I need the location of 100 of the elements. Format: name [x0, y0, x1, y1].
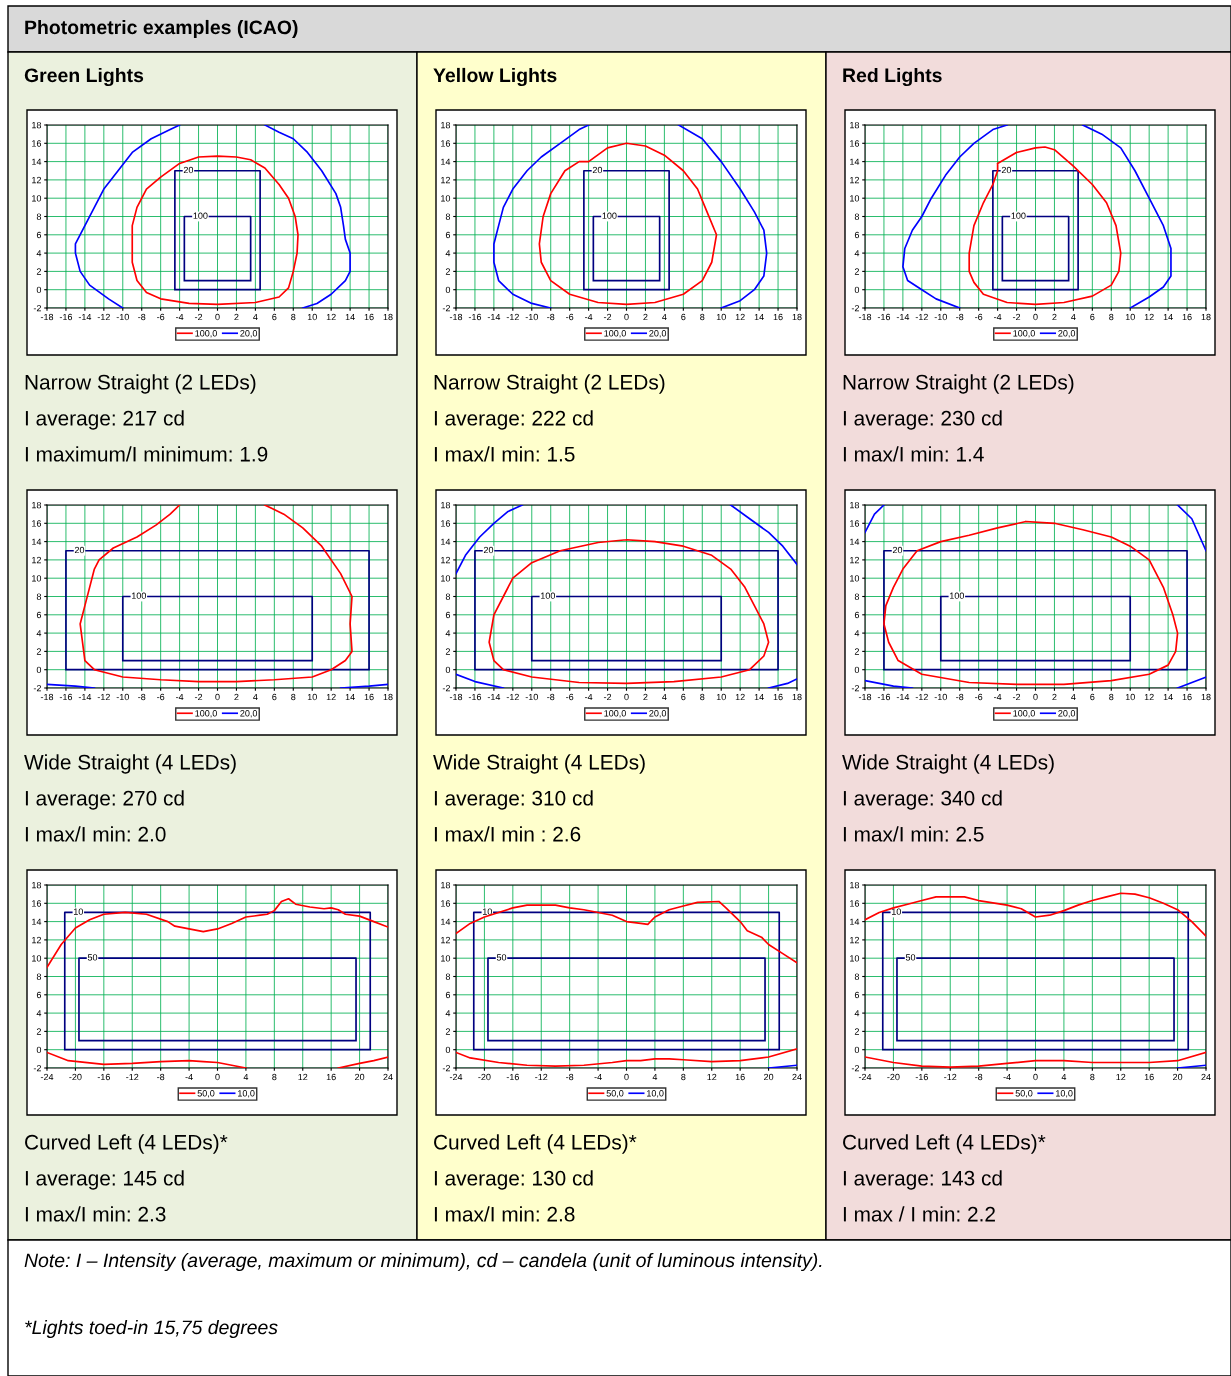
- x-tick-label: 10: [716, 313, 726, 321]
- x-tick-label: 6: [272, 693, 277, 701]
- x-tick-label: -8: [975, 1073, 983, 1081]
- x-tick-label: -2: [603, 693, 612, 701]
- y-tick-label: 18: [441, 501, 451, 509]
- legend-label: 10,0: [1056, 1090, 1073, 1098]
- y-tick-label: 0: [36, 286, 42, 294]
- y-tick-label: 14: [32, 158, 42, 165]
- y-tick-label: 18: [850, 501, 860, 509]
- x-tick-label: -16: [59, 693, 73, 701]
- x-tick-label: 0: [624, 693, 629, 701]
- x-tick-label: -18: [858, 693, 872, 701]
- x-tick-label: 8: [1090, 1073, 1095, 1081]
- text: Narrow Straight (2 LEDs): [434, 374, 665, 394]
- x-tick-label: 0: [1033, 693, 1038, 701]
- x-tick-label: 24: [383, 1073, 393, 1081]
- y-tick-label: 6: [445, 991, 451, 999]
- y-tick-label: 2: [36, 648, 41, 655]
- x-tick-label: 4: [662, 313, 667, 321]
- x-tick-label: -24: [858, 1073, 872, 1081]
- annotation: 20: [892, 546, 903, 554]
- y-tick-label: 0: [36, 666, 42, 674]
- text: Red Lights: [843, 67, 942, 87]
- text: I maximum/I minimum: 1.9: [25, 446, 268, 462]
- y-tick-label: 12: [32, 176, 41, 184]
- y-tick-label: 10: [850, 955, 860, 962]
- x-tick-label: 18: [792, 693, 802, 701]
- x-tick-label: -8: [157, 1073, 165, 1081]
- annotation: 20: [1001, 166, 1012, 174]
- y-tick-label: 4: [854, 630, 860, 637]
- y-tick-label: 2: [854, 648, 859, 655]
- x-tick-label: 20: [355, 1073, 365, 1081]
- legend-label: 20,0: [240, 710, 258, 718]
- text: Curved Left (4 LEDs)*: [434, 1134, 637, 1154]
- x-tick-label: 18: [383, 693, 393, 701]
- y-tick-label: 14: [441, 918, 451, 925]
- legend-label: 20,0: [649, 710, 667, 718]
- x-tick-label: 12: [298, 1073, 308, 1081]
- x-tick-label: -14: [896, 313, 910, 321]
- text: Curved Left (4 LEDs)*: [25, 1134, 228, 1154]
- x-tick-label: 16: [1182, 693, 1192, 701]
- x-tick-label: -2: [194, 313, 203, 321]
- x-tick-label: 14: [754, 313, 764, 321]
- text: I average: 270 cd: [25, 790, 184, 810]
- annotation: 100: [1011, 212, 1026, 219]
- x-tick-label: -12: [915, 693, 928, 701]
- text: I average: 340 cd: [843, 790, 1002, 810]
- x-tick-label: -4: [594, 1073, 602, 1081]
- y-tick-label: 2: [854, 1028, 859, 1035]
- x-tick-label: 12: [1144, 693, 1154, 701]
- x-tick-label: 18: [383, 313, 393, 321]
- y-tick-label: 8: [36, 593, 42, 600]
- annotation: 20: [592, 166, 603, 174]
- x-tick-label: 10: [307, 693, 317, 701]
- annotation: 20: [483, 546, 494, 554]
- text: Wide Straight (4 LEDs): [24, 754, 236, 774]
- y-tick-label: 0: [854, 286, 860, 294]
- y-tick-label: 8: [854, 593, 860, 600]
- x-tick-label: 16: [364, 693, 374, 701]
- x-tick-label: 8: [291, 313, 296, 321]
- x-tick-label: 2: [1052, 313, 1057, 321]
- y-tick-label: 16: [850, 900, 860, 907]
- y-tick-label: 2: [445, 268, 450, 275]
- y-tick-label: 12: [850, 176, 859, 184]
- text: Wide Straight (4 LEDs): [842, 754, 1054, 774]
- x-tick-label: -18: [449, 313, 463, 321]
- annotation: 100: [949, 592, 965, 599]
- x-tick-label: -4: [176, 693, 184, 701]
- x-tick-label: 2: [1052, 693, 1057, 701]
- x-tick-label: 18: [1201, 313, 1211, 321]
- y-tick-label: 4: [36, 1010, 42, 1017]
- x-tick-label: 16: [773, 313, 783, 321]
- y-tick-label: -2: [33, 684, 41, 692]
- x-tick-label: 18: [792, 313, 802, 321]
- text: Narrow Straight (2 LEDs): [843, 374, 1074, 394]
- x-tick-label: -12: [915, 313, 928, 321]
- x-tick-label: -4: [176, 313, 184, 321]
- x-tick-label: -8: [956, 693, 964, 701]
- x-tick-label: -18: [858, 313, 872, 321]
- x-tick-label: 4: [1071, 313, 1076, 321]
- x-tick-label: 4: [1071, 693, 1076, 701]
- legend-label: 10,0: [647, 1090, 664, 1098]
- y-tick-label: -2: [851, 304, 859, 312]
- x-tick-label: -2: [1012, 313, 1021, 321]
- x-tick-label: -24: [449, 1073, 463, 1081]
- y-tick-label: 2: [36, 1028, 41, 1035]
- y-tick-label: 14: [850, 918, 860, 925]
- y-tick-label: 16: [441, 520, 451, 527]
- x-tick-label: 16: [364, 313, 374, 321]
- y-tick-label: 0: [854, 1046, 860, 1054]
- x-tick-label: 8: [681, 1073, 686, 1081]
- y-tick-label: 8: [36, 973, 42, 980]
- y-tick-label: 16: [850, 520, 860, 527]
- x-tick-label: 8: [1109, 693, 1114, 701]
- x-tick-label: 16: [735, 1073, 745, 1081]
- x-tick-label: 12: [326, 693, 336, 701]
- y-tick-label: 4: [854, 250, 860, 257]
- y-tick-label: 12: [32, 556, 41, 564]
- x-tick-label: -14: [78, 693, 92, 701]
- y-tick-label: 4: [36, 250, 42, 257]
